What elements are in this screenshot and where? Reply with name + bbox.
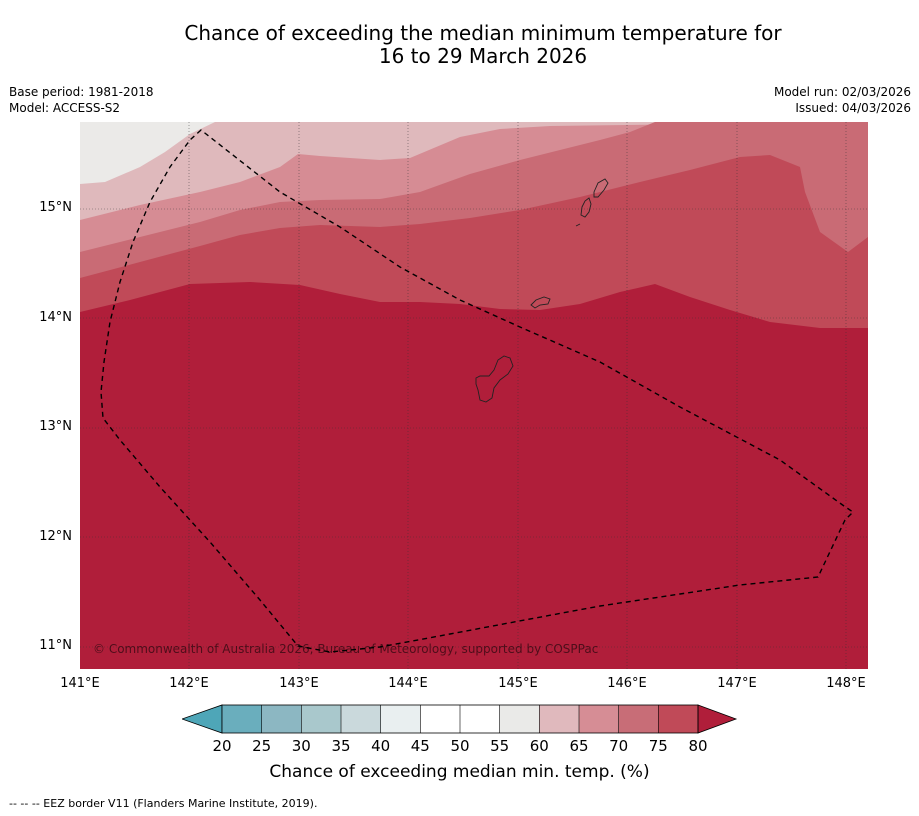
colorbar-tick: 40 — [371, 737, 391, 755]
colorbar-tick: 35 — [331, 737, 351, 755]
island-aguijan — [575, 223, 581, 227]
colorbar-seg-75-80 — [658, 705, 698, 733]
colorbar — [182, 704, 738, 734]
colorbar-tick: 65 — [569, 737, 589, 755]
model-name: Model: ACCESS-S2 — [9, 101, 121, 115]
lat-label-15n: 15°N — [39, 200, 72, 215]
issued-date: Issued: 04/03/2026 — [795, 101, 911, 115]
colorbar-seg-30-35 — [301, 705, 341, 733]
colorbar-label: Chance of exceeding median min. temp. (%… — [269, 762, 650, 782]
lon-label-141e: 141°E — [60, 676, 100, 691]
copyright-notice: © Commonwealth of Australia 2026, Bureau… — [93, 642, 599, 656]
meta-right: Model run: 02/03/2026 Issued: 04/03/2026 — [774, 84, 911, 116]
colorbar-tick: 30 — [291, 737, 311, 755]
meta-left: Base period: 1981-2018 Model: ACCESS-S2 — [9, 84, 154, 116]
island-rota — [530, 296, 551, 309]
base-period: Base period: 1981-2018 — [9, 85, 154, 99]
colorbar-tick: 20 — [212, 737, 232, 755]
band-above-80 — [80, 282, 868, 669]
forecast-map — [80, 122, 868, 669]
colorbar-seg-55-60 — [499, 705, 540, 733]
lat-label-11n: 11°N — [39, 638, 72, 653]
lon-label-143e: 143°E — [279, 676, 319, 691]
lon-label-147e: 147°E — [717, 676, 757, 691]
island-saipan — [593, 178, 609, 198]
graticule — [80, 122, 868, 669]
model-run: Model run: 02/03/2026 — [773, 85, 911, 99]
colorbar-seg-35-40 — [341, 705, 381, 733]
island-guam — [475, 355, 514, 403]
lon-label-148e: 148°E — [826, 676, 866, 691]
lon-label-144e: 144°E — [388, 676, 428, 691]
map-title: Chance of exceeding the median minimum t… — [0, 22, 919, 68]
colorbar-dividers — [261, 705, 659, 733]
eez-footnote: -- -- -- EEZ border V11 (Flanders Marine… — [9, 797, 318, 810]
lon-label-142e: 142°E — [169, 676, 209, 691]
colorbar-seg-65-70 — [579, 705, 619, 733]
islands — [475, 178, 609, 403]
colorbar-seg-20-25 — [222, 705, 262, 733]
lon-label-146e: 146°E — [607, 676, 647, 691]
colorbar-tick: 60 — [529, 737, 549, 755]
colorbar-tick: 70 — [609, 737, 629, 755]
colorbar-seg-60-65 — [539, 705, 579, 733]
lat-label-13n: 13°N — [39, 419, 72, 434]
colorbar-tick: 45 — [410, 737, 430, 755]
colorbar-seg-40-45 — [380, 705, 421, 733]
colorbar-high-extend — [697, 704, 738, 734]
island-tinian — [580, 197, 592, 218]
title-line-2: 16 to 29 March 2026 — [378, 44, 588, 68]
lat-label-14n: 14°N — [39, 310, 72, 325]
eez-border — [100, 129, 855, 653]
colorbar-tick: 80 — [688, 737, 708, 755]
title-line-1: Chance of exceeding the median minimum t… — [184, 21, 782, 45]
lat-label-12n: 12°N — [39, 529, 72, 544]
colorbar-tick: 55 — [490, 737, 510, 755]
colorbar-low-extend — [182, 704, 223, 734]
colorbar-tick: 75 — [648, 737, 668, 755]
colorbar-seg-45-50 — [420, 705, 460, 733]
colorbar-tick: 25 — [252, 737, 272, 755]
colorbar-seg-50-55 — [460, 705, 500, 733]
colorbar-seg-25-30 — [261, 705, 302, 733]
lon-label-145e: 145°E — [498, 676, 538, 691]
colorbar-tick: 50 — [450, 737, 470, 755]
colorbar-seg-70-75 — [618, 705, 659, 733]
